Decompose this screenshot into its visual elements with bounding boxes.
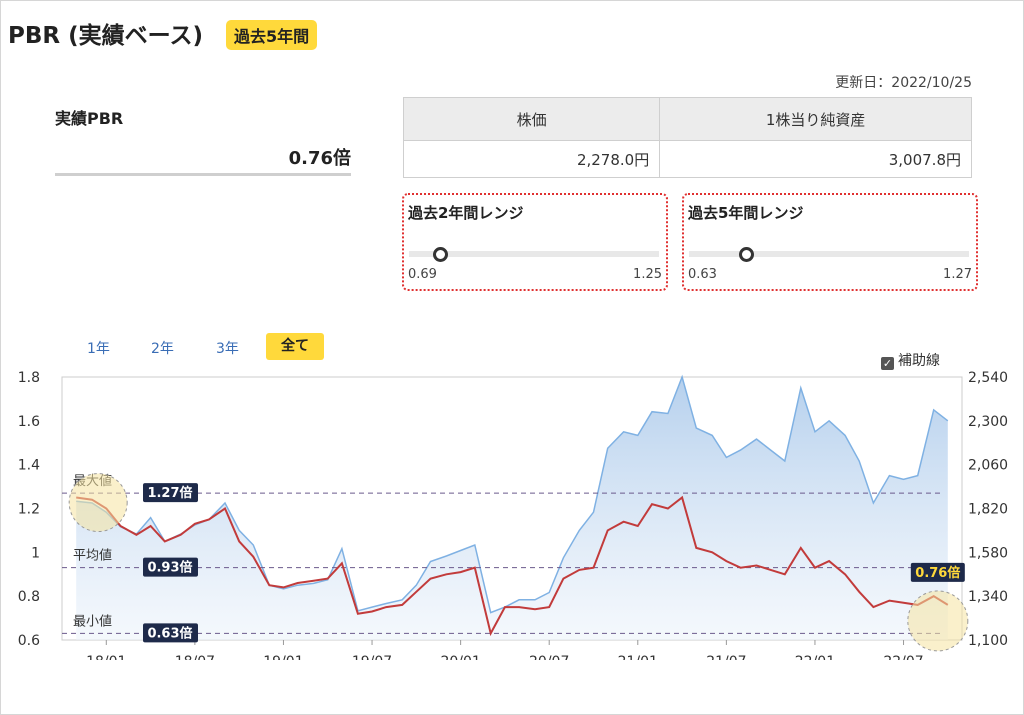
y-left-tick-label: 0.8 xyxy=(18,589,40,605)
period-tab-3y[interactable]: 3年 xyxy=(216,341,239,357)
reference-tag-label: 0.93倍 xyxy=(147,560,192,576)
bps-value: 3,007.8円 xyxy=(659,140,972,178)
x-tick-label: 21/01 xyxy=(618,654,658,660)
updated-date: 更新日：2022/10/25 xyxy=(835,75,972,91)
y-left-tick-label: 0.6 xyxy=(18,633,40,649)
x-tick-label: 20/01 xyxy=(440,654,480,660)
x-tick-label: 21/07 xyxy=(706,654,746,660)
range-5y-box: 過去5年間レンジ 0.63 1.27 xyxy=(682,193,978,291)
y-left-tick-label: 1 xyxy=(31,545,40,561)
stock-price-header: 株価 xyxy=(402,97,661,141)
range-5y-track xyxy=(689,251,969,257)
guide-lines-toggle[interactable]: ✓ 補助線 xyxy=(881,350,940,370)
reference-tag-label: 1.27倍 xyxy=(147,485,192,501)
y-right-tick-label: 2,300 xyxy=(968,414,1008,430)
y-left-tick-label: 1.8 xyxy=(18,370,40,386)
y-right-tick-label: 2,060 xyxy=(968,458,1008,474)
price-area xyxy=(76,377,948,640)
current-tag-label: 0.76倍 xyxy=(915,565,960,581)
period-tab-all[interactable]: 全て xyxy=(266,333,324,360)
x-tick-label: 19/01 xyxy=(263,654,303,660)
reference-line-label: 最小値 xyxy=(73,613,112,629)
current-highlight-circle xyxy=(907,590,969,652)
x-tick-label: 18/01 xyxy=(86,654,126,660)
pbr-line xyxy=(76,495,949,637)
range-2y-min: 0.69 xyxy=(408,267,437,282)
page-title: PBR (実績ベース) xyxy=(8,23,203,49)
price-bps-table: 株価 1株当り純資産 2,278.0円 3,007.8円 xyxy=(402,97,972,178)
pbr-value: 0.76倍 xyxy=(288,148,351,169)
period-tab-2y[interactable]: 2年 xyxy=(151,341,174,357)
y-left-tick-label: 1.4 xyxy=(18,458,40,474)
x-tick-label: 22/01 xyxy=(795,654,835,660)
reference-tag-bg xyxy=(143,623,198,643)
guide-lines-label: 補助線 xyxy=(898,353,940,369)
range-5y-min: 0.63 xyxy=(688,267,717,282)
x-tick-label: 20/07 xyxy=(529,654,569,660)
reference-tag-label: 0.63倍 xyxy=(147,625,192,641)
y-left-tick-label: 1.2 xyxy=(18,502,40,518)
price-line xyxy=(76,374,949,614)
range-2y-knob xyxy=(433,247,449,262)
range-5y-max: 1.27 xyxy=(943,267,972,282)
bps-header: 1株当り純資産 xyxy=(659,97,972,141)
range-2y-max: 1.25 xyxy=(633,267,662,282)
y-right-tick-label: 2,540 xyxy=(968,370,1008,386)
range-2y-title: 過去2年間レンジ xyxy=(408,204,524,222)
pbr-label: 実績PBR xyxy=(55,109,124,128)
checkbox-checked-icon[interactable]: ✓ xyxy=(881,357,894,370)
range-2y-box: 過去2年間レンジ 0.69 1.25 xyxy=(402,193,668,291)
range-5y-knob xyxy=(738,247,754,262)
period-tab-1y[interactable]: 1年 xyxy=(87,341,110,357)
current-tag-bg xyxy=(910,562,965,582)
y-left-tick-label: 1.6 xyxy=(18,414,40,430)
stock-price-value: 2,278.0円 xyxy=(402,140,661,178)
period-badge: 過去5年間 xyxy=(226,20,318,50)
y-right-tick-label: 1,580 xyxy=(968,545,1008,561)
reference-tag-bg xyxy=(143,483,198,503)
range-5y-title: 過去5年間レンジ xyxy=(688,204,804,222)
range-2y-track xyxy=(409,251,659,257)
y-right-tick-label: 1,100 xyxy=(968,633,1008,649)
x-tick-label: 18/07 xyxy=(175,654,215,660)
pbr-chart: 1.8 1.6 1.4 1.2 1 0.8 0.6 2,540 2,300 2,060 1,820 1… xyxy=(18,370,1008,660)
max-highlight-circle xyxy=(68,473,128,533)
y-right-tick-label: 1,340 xyxy=(968,589,1008,605)
y-right-tick-label: 1,820 xyxy=(968,502,1008,518)
pbr-underline xyxy=(55,173,351,176)
x-tick-label: 19/07 xyxy=(352,654,392,660)
x-tick-label: 22/07 xyxy=(883,654,923,660)
reference-line-label: 平均値 xyxy=(73,548,112,564)
reference-tag-bg xyxy=(143,557,198,577)
